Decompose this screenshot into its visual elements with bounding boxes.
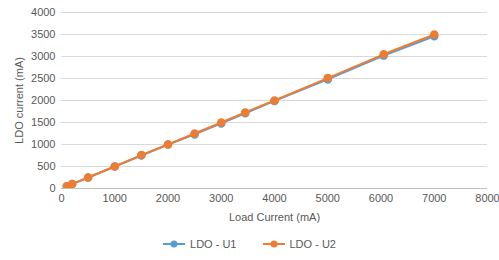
svg-text:6000: 6000 [369, 192, 393, 204]
svg-text:3000: 3000 [209, 192, 233, 204]
svg-text:4000: 4000 [262, 192, 286, 204]
html-text:LDO - U2: LDO - U2 [289, 238, 336, 250]
svg-text:0: 0 [49, 182, 55, 194]
svg-text:Load Current (mA): Load Current (mA) [229, 211, 320, 223]
svg-text:2000: 2000 [156, 192, 180, 204]
svg-text:1000: 1000 [103, 192, 127, 204]
svg-text:2500: 2500 [31, 72, 55, 84]
svg-text:3000: 3000 [31, 50, 55, 62]
svg-text:LDO current (mA): LDO current (mA) [13, 57, 25, 144]
svg-text:0: 0 [58, 192, 64, 204]
svg-text:4000: 4000 [31, 6, 55, 18]
html-text:LDO - U1: LDO - U1 [190, 238, 237, 250]
svg-text:5000: 5000 [316, 192, 340, 204]
svg-text:7000: 7000 [422, 192, 446, 204]
svg-text:3500: 3500 [31, 28, 55, 40]
svg-text:1500: 1500 [31, 116, 55, 128]
svg-text:2000: 2000 [31, 94, 55, 106]
svg-text:500: 500 [37, 160, 55, 172]
svg-text:1000: 1000 [31, 138, 55, 150]
svg-text:8000: 8000 [475, 192, 499, 204]
